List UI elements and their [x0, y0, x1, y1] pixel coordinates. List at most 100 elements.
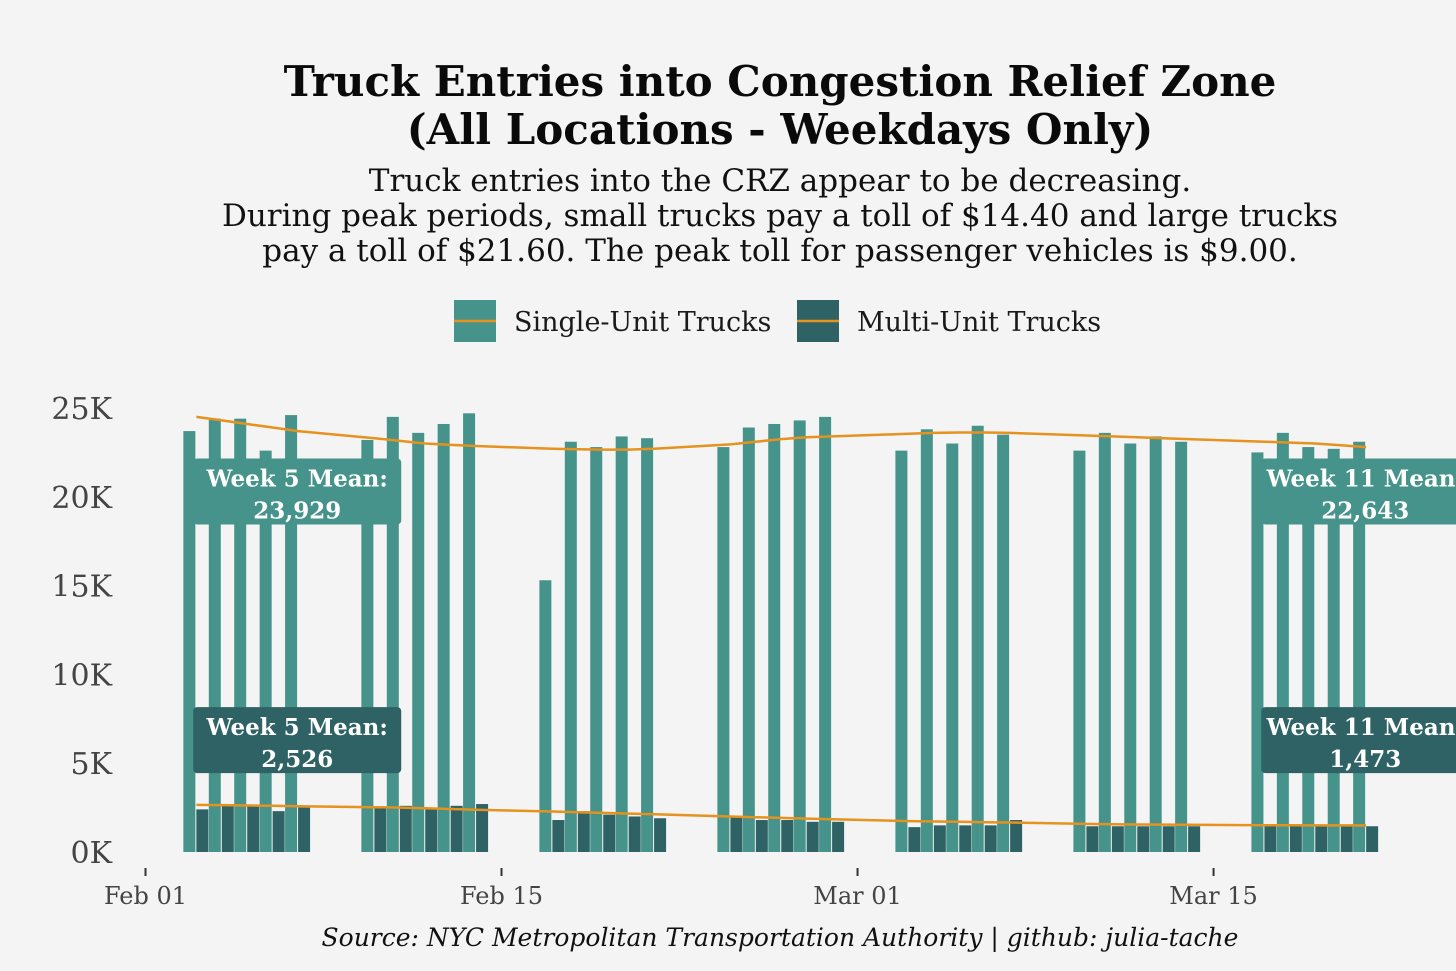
y-tick-label: 20K — [51, 481, 112, 516]
annotation-value: 22,643 — [1321, 497, 1409, 524]
x-tick-label: Feb 15 — [460, 882, 543, 910]
bar-multi-unit — [781, 820, 794, 852]
bars — [183, 413, 1379, 852]
bar-multi-unit — [1289, 826, 1302, 852]
bar-multi-unit — [425, 807, 438, 852]
bar-single-unit — [641, 438, 654, 852]
bar-single-unit — [1098, 432, 1111, 852]
bar-single-unit — [895, 450, 908, 852]
annotation-value: 23,929 — [253, 497, 341, 524]
annotation-label: Week 5 Mean: — [206, 465, 388, 492]
bar-single-unit — [615, 436, 628, 852]
annotation-background — [1261, 707, 1456, 774]
subtitle-line-2: pay a toll of $21.60. The peak toll for … — [262, 233, 1298, 269]
subtitle-line-0: Truck entries into the CRZ appear to be … — [369, 163, 1191, 199]
bar-multi-unit — [806, 821, 819, 852]
bar-multi-unit — [298, 807, 311, 852]
bar-multi-unit — [1086, 826, 1099, 852]
bar-single-unit — [183, 431, 196, 852]
y-tick-label: 5K — [71, 747, 113, 782]
annotation-value: 2,526 — [261, 746, 333, 773]
bar-multi-unit — [1188, 826, 1201, 852]
annotation-background — [1261, 458, 1456, 525]
bar-multi-unit — [1137, 826, 1150, 852]
bar-single-unit — [539, 580, 552, 852]
annotation-value: 1,473 — [1329, 746, 1401, 773]
chart-title: Truck Entries into Congestion Relief Zon… — [284, 57, 1277, 154]
bar-single-unit — [1251, 452, 1264, 852]
bar-multi-unit — [272, 811, 285, 852]
trend-lines — [196, 415, 1367, 827]
bar-multi-unit — [450, 805, 463, 852]
bar-single-unit — [997, 434, 1010, 852]
legend-label-1: Multi-Unit Trucks — [857, 307, 1101, 338]
bar-multi-unit — [1315, 826, 1328, 852]
annotation-box: Week 5 Mean: 23,929 — [193, 458, 402, 525]
bar-multi-unit — [1111, 826, 1124, 852]
bar-multi-unit — [832, 821, 845, 852]
bar-multi-unit — [374, 807, 387, 852]
y-axis: 0K 5K 10K 15K 20K 25K — [51, 392, 112, 871]
title-line-1: (All Locations - Weekdays Only) — [407, 105, 1153, 154]
bar-multi-unit — [196, 809, 209, 852]
y-tick-label: 15K — [51, 570, 112, 605]
bar-multi-unit — [654, 818, 667, 852]
bar-single-unit — [793, 420, 806, 852]
bar-single-unit — [1124, 443, 1137, 852]
bar-single-unit — [590, 447, 603, 852]
annotation-box: Week 11 Mean: 22,643 — [1261, 458, 1456, 524]
annotation-label: Week 5 Mean: — [206, 714, 388, 741]
legend-label-0: Single-Unit Trucks — [514, 307, 771, 338]
bar-multi-unit — [399, 805, 412, 852]
bar-multi-unit — [552, 820, 565, 852]
bar-multi-unit — [730, 816, 743, 852]
bar-single-unit — [412, 432, 425, 852]
bar-multi-unit — [1340, 826, 1353, 852]
bar-multi-unit — [984, 825, 997, 852]
bar-multi-unit — [221, 804, 234, 852]
x-tick-label: Mar 01 — [813, 882, 902, 910]
bar-multi-unit — [628, 816, 641, 852]
bar-multi-unit — [908, 827, 921, 852]
bar-multi-unit — [959, 825, 972, 852]
bar-multi-unit — [1366, 826, 1379, 852]
bar-multi-unit — [247, 805, 260, 852]
bar-multi-unit — [476, 804, 489, 852]
chart-subtitle: Truck entries into the CRZ appear to be … — [222, 163, 1338, 269]
bar-single-unit — [1175, 441, 1188, 852]
annotation-label: Week 11 Mean: — [1266, 714, 1456, 741]
bar-single-unit — [437, 423, 450, 852]
annotation-box: Week 5 Mean: 2,526 — [193, 707, 402, 774]
bar-single-unit — [946, 443, 959, 852]
bar-multi-unit — [755, 820, 768, 852]
bar-single-unit — [971, 425, 984, 852]
bar-single-unit — [564, 441, 577, 852]
bar-multi-unit — [603, 814, 616, 852]
y-tick-label: 25K — [51, 392, 112, 427]
bar-multi-unit — [577, 811, 590, 852]
bar-single-unit — [742, 427, 755, 852]
y-tick-label: 0K — [71, 836, 113, 871]
bar-multi-unit — [933, 825, 946, 852]
source-note: Source: NYC Metropolitan Transportation … — [322, 923, 1239, 953]
subtitle-line-1: During peak periods, small trucks pay a … — [222, 198, 1338, 234]
annotation-box: Week 11 Mean: 1,473 — [1261, 707, 1456, 773]
x-axis: Feb 01 Feb 15 Mar 01 Mar 15 — [104, 868, 1258, 910]
legend: Single-Unit Trucks Multi-Unit Trucks — [454, 300, 1101, 342]
bar-single-unit — [920, 429, 933, 852]
trend-line-single-unit — [196, 415, 1367, 451]
annotation-background — [193, 458, 402, 525]
x-tick-label: Feb 01 — [104, 882, 187, 910]
bar-multi-unit — [1010, 820, 1023, 852]
x-tick-label: Mar 15 — [1169, 882, 1258, 910]
bar-single-unit — [717, 447, 730, 852]
bar-single-unit — [768, 423, 781, 852]
annotation-label: Week 11 Mean: — [1266, 465, 1456, 492]
bar-multi-unit — [1264, 826, 1277, 852]
bar-single-unit — [1149, 436, 1162, 852]
trend-line-multi-unit — [196, 803, 1367, 827]
bar-single-unit — [819, 416, 832, 852]
bar-single-unit — [463, 413, 476, 852]
